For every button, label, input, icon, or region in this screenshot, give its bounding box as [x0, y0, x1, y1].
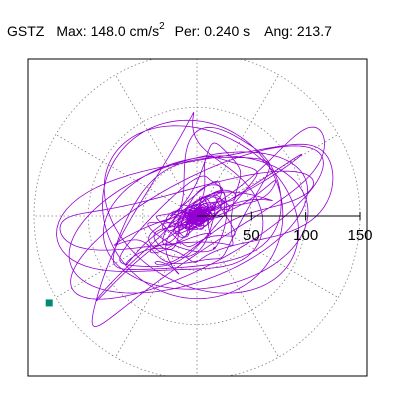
radial-tick-label-100: 100	[293, 227, 318, 244]
max-unit-exponent: 2	[159, 21, 165, 32]
ang-value: 213.7	[296, 22, 332, 39]
particle-motion-trace	[45, 111, 334, 328]
orbit-path	[56, 111, 334, 328]
grid-spoke-240	[115, 215, 198, 358]
grid-spoke-30	[196, 134, 339, 217]
per-value: 0.240 s	[204, 22, 251, 39]
max-label: Max:	[56, 22, 87, 39]
peak-marker	[45, 299, 53, 307]
grid-spoke-60	[196, 74, 279, 217]
per-label: Per:	[174, 22, 201, 39]
radial-axis: 50 100 150	[197, 212, 373, 244]
max-value: 148.0	[90, 22, 126, 39]
plot-frame	[27, 58, 368, 377]
grid-spoke-210	[55, 215, 198, 298]
radial-tick-label-150: 150	[347, 227, 372, 244]
plot-header: GSTZ Max: 148.0 cm/s2 Per: 0.240 s Ang: 213…	[7, 18, 332, 41]
grid-spoke-300	[196, 215, 279, 358]
grid-spoke-120	[115, 74, 198, 217]
radial-tick-label-50: 50	[243, 227, 260, 244]
grid-spoke-150	[55, 134, 198, 217]
ang-label: Ang:	[264, 22, 293, 39]
grid-spoke-330	[196, 215, 339, 298]
station-code: GSTZ	[7, 22, 45, 39]
max-unit: cm/s	[129, 22, 160, 39]
